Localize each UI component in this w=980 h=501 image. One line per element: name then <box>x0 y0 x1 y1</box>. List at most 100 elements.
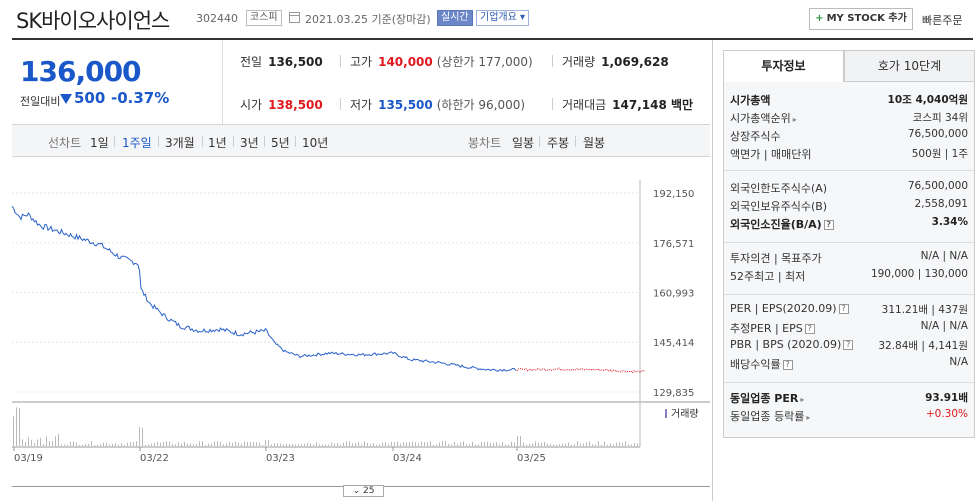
info-row[interactable]: 동일업종 등락률 ▸ +0.30% <box>730 408 968 426</box>
volume-bar <box>118 444 119 446</box>
volume-bar <box>280 443 281 446</box>
tab-5y[interactable]: 5년 <box>271 136 290 150</box>
volume-bar <box>55 436 56 446</box>
info-row: 액면가 | 매매단위 500원 | 1주 <box>730 146 968 164</box>
change-amount: 500 <box>74 89 106 107</box>
volume-bar <box>445 441 446 446</box>
help-icon[interactable]: ? <box>823 220 834 230</box>
volume-bar <box>184 441 185 446</box>
tab-10y[interactable]: 10년 <box>302 136 329 150</box>
y-tick-label: 129,835 <box>653 388 694 399</box>
volume-bar <box>544 441 545 446</box>
volume-bar <box>28 437 29 446</box>
upper-limit: (상한가 177,000) <box>436 55 533 69</box>
volume-bar <box>622 443 623 446</box>
volume-bar <box>151 443 152 446</box>
volume-bar <box>607 444 608 446</box>
volume-bar <box>463 441 464 446</box>
volume-bar <box>187 443 188 446</box>
help-icon[interactable]: ? <box>843 340 854 350</box>
invest-info-table: 시가총액 10조 4,040억원 시가총액순위 ▸ 코스피 34위 상장주식수 76,500… <box>723 82 975 438</box>
tab-orderbook-10[interactable]: 호가 10단계 <box>844 50 975 82</box>
volume-bar <box>502 442 503 446</box>
tab-1d[interactable]: 1일 <box>90 136 109 150</box>
volume-bar <box>175 444 176 446</box>
tab-3m[interactable]: 3개월 <box>165 136 195 150</box>
help-icon[interactable]: ? <box>782 360 793 370</box>
volume-bar <box>562 443 563 446</box>
info-row-value: 93.91배 <box>925 392 968 404</box>
volume-bar <box>223 444 224 446</box>
quote-label: 고가 <box>350 55 373 69</box>
volume-bar <box>214 441 215 446</box>
quote-volume: 거래량 1,069,628 <box>562 53 669 70</box>
info-row-label-text: 외국인소진율(B/A) <box>730 218 822 231</box>
corp-overview-button[interactable]: 기업개요 ▾ <box>476 10 530 26</box>
volume-bar <box>13 416 14 446</box>
volume-bar <box>367 442 368 446</box>
volume-bar <box>394 442 395 446</box>
volume-bar <box>316 442 317 446</box>
live-badge[interactable]: 실시간 <box>437 10 473 26</box>
volume-bar <box>448 443 449 446</box>
x-tick-label: 03/23 <box>266 453 295 464</box>
quote-value: 140,000 <box>378 55 433 69</box>
quote-label: 거래량 <box>562 55 596 69</box>
volume-bar <box>550 443 551 446</box>
help-icon[interactable]: ? <box>804 324 815 334</box>
x-tick-label: 03/22 <box>140 453 169 464</box>
volume-bar <box>70 442 71 446</box>
divider <box>552 98 553 110</box>
volume-bar <box>337 442 338 446</box>
tab-1w[interactable]: 1주일 <box>122 136 152 150</box>
volume-bar <box>160 442 161 446</box>
divider <box>158 136 159 147</box>
tab-weekly[interactable]: 주봉 <box>547 136 570 150</box>
volume-bar <box>121 443 122 446</box>
volume-bar <box>106 442 107 446</box>
add-mystock-label: MY STOCK 추가 <box>826 13 907 24</box>
volume-bar <box>625 441 626 446</box>
volume-bar <box>256 442 257 446</box>
info-row[interactable]: 시가총액순위 ▸ 코스피 34위 <box>730 110 968 128</box>
tab-daily[interactable]: 일봉 <box>512 136 535 150</box>
info-row-label-text: 외국인보유주식수(B) <box>730 200 828 213</box>
info-row-label: 상장주식수 <box>730 128 781 144</box>
volume-bar <box>439 442 440 446</box>
info-row: 52주최고 | 최저 190,000 | 130,000 <box>730 268 968 286</box>
volume-bar <box>598 441 599 446</box>
tab-3y[interactable]: 3년 <box>240 136 259 150</box>
tab-monthly[interactable]: 월봉 <box>583 136 606 150</box>
divider <box>539 136 540 147</box>
volume-bar <box>487 441 488 446</box>
info-row-value: 10조 4,040억원 <box>887 94 968 106</box>
chart-background <box>12 157 710 486</box>
volume-bar <box>292 444 293 446</box>
company-name[interactable]: SK바이오사이언스 <box>16 9 170 33</box>
volume-bar <box>217 441 218 446</box>
info-row: 배당수익률? N/A <box>730 356 968 374</box>
quick-order-link[interactable]: 빠른주문 <box>922 14 963 27</box>
chart-expand-button[interactable]: ⌄ 25 <box>343 485 384 497</box>
info-row[interactable]: 동일업종 PER ▸ 93.91배 <box>730 390 968 408</box>
volume-bar <box>313 444 314 446</box>
volume-bar <box>298 444 299 446</box>
volume-bar <box>469 444 470 446</box>
x-tick-label: 03/19 <box>14 453 43 464</box>
y-tick-label: 176,571 <box>653 239 694 250</box>
volume-bar <box>34 442 35 446</box>
tab-invest-info[interactable]: 투자정보 <box>723 50 844 82</box>
tab-1y[interactable]: 1년 <box>208 136 227 150</box>
info-row: PBR | BPS (2020.09)? 32.84배 | 4,141원 <box>730 338 968 356</box>
help-icon[interactable]: ? <box>838 304 849 314</box>
volume-bar <box>157 441 158 446</box>
volume-bar <box>493 442 494 446</box>
volume-bar <box>325 444 326 446</box>
info-row-value: +0.30% <box>925 408 968 420</box>
volume-bar <box>379 444 380 446</box>
volume-bar <box>451 444 452 446</box>
info-row: PER | EPS(2020.09)? 311.21배 | 437원 <box>730 302 968 320</box>
add-mystock-button[interactable]: + MY STOCK 추가 <box>809 8 913 30</box>
y-tick-label: 192,150 <box>653 189 694 200</box>
